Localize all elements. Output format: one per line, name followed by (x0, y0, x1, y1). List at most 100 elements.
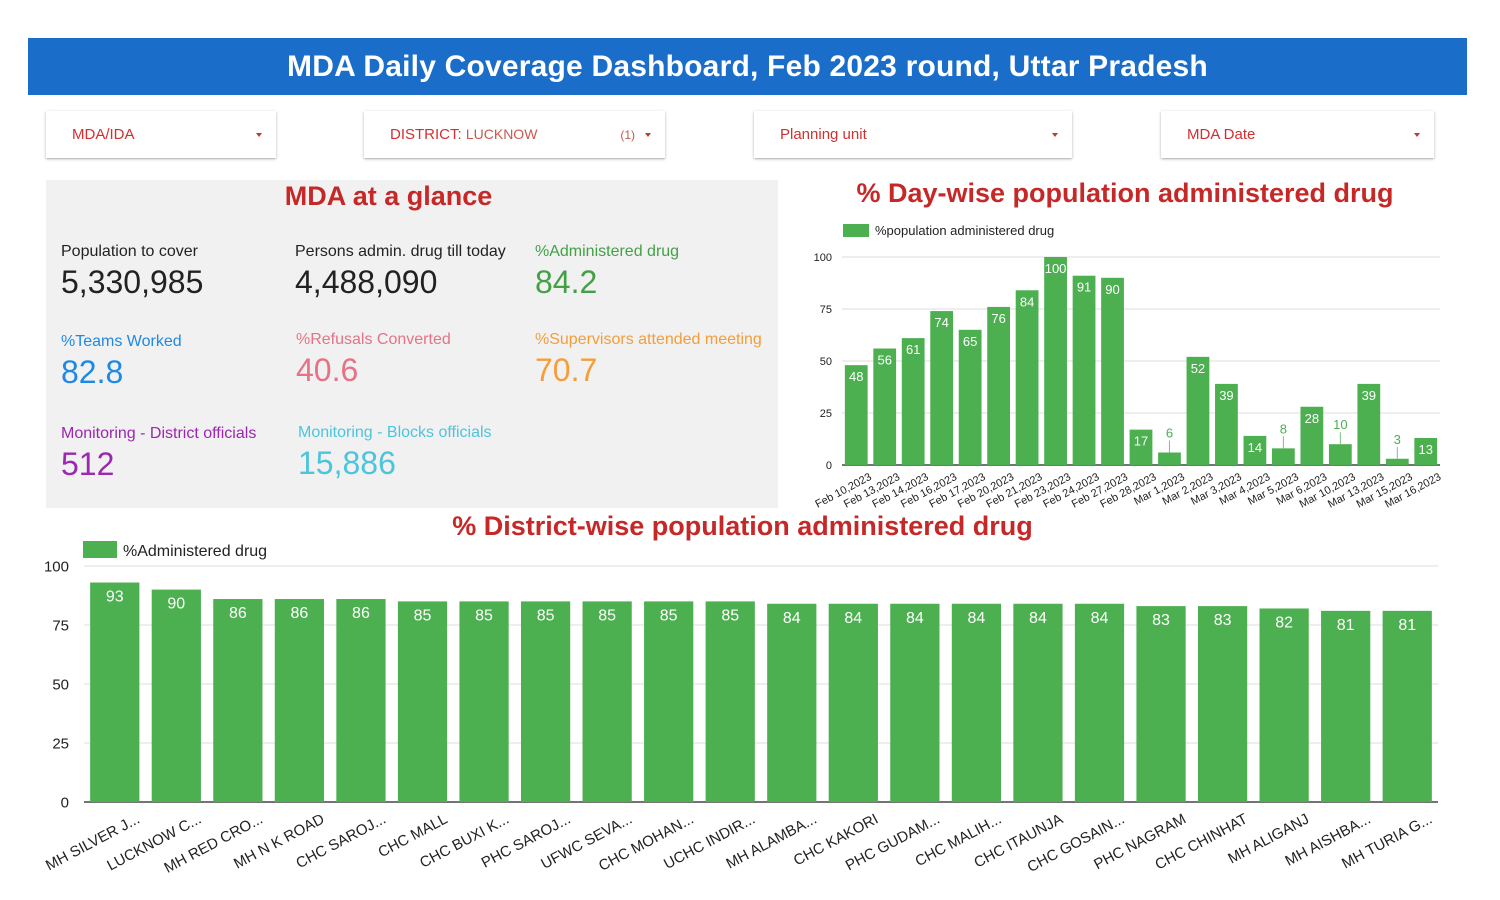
district-filter-value: LUCKNOW (465, 126, 538, 142)
bar-value-label: 81 (1337, 617, 1355, 634)
bar-value-label: 84 (1091, 610, 1109, 627)
bar (987, 306, 1011, 465)
kpi-label: %Teams Worked (61, 333, 182, 350)
district-filter-dropdown[interactable]: DISTRICT: LUCKNOW (1) (364, 111, 665, 158)
bar (844, 365, 868, 465)
bar (336, 599, 386, 802)
bar (397, 601, 448, 802)
chevron-down-icon (645, 132, 651, 137)
bar (582, 601, 632, 802)
bar-value-label: 84 (844, 610, 862, 627)
kpi-population-to-cover: Population to cover 5,330,985 (61, 242, 203, 302)
kpi-monitoring-district-officials: Monitoring - District officials 512 (61, 424, 256, 484)
bar (1215, 383, 1238, 465)
bar-value-label: 90 (1105, 282, 1119, 297)
legend-swatch (83, 541, 117, 558)
planning-unit-filter-dropdown[interactable]: Planning unit (754, 111, 1072, 158)
chevron-down-icon (1414, 132, 1420, 137)
bar-value-label: 28 (1305, 411, 1319, 426)
bar (1328, 444, 1352, 465)
bar (1101, 277, 1124, 465)
bar (274, 599, 325, 802)
bar-value-label: 84 (906, 610, 924, 627)
bar-value-label: 100 (1045, 261, 1067, 276)
bar (1243, 435, 1267, 465)
kpi-value: 15,886 (298, 445, 396, 481)
district-filter-count: (1) (620, 127, 635, 142)
glance-title: MDA at a glance (284, 181, 493, 211)
bar (828, 603, 878, 802)
bar (644, 601, 694, 802)
bar (901, 338, 925, 465)
bar-value-label: 81 (1398, 617, 1416, 634)
y-tick-label: 0 (61, 794, 69, 811)
chevron-down-icon (1052, 132, 1058, 137)
legend-label: %Administered drug (123, 543, 267, 560)
bar-value-label: 14 (1248, 440, 1262, 455)
bar (767, 603, 817, 802)
legend: %population administered drug (843, 223, 1054, 238)
bar-value-label: 39 (1362, 388, 1376, 403)
kpi-label: Persons admin. drug till today (295, 243, 506, 260)
legend-swatch (843, 224, 869, 237)
bar (1414, 437, 1438, 465)
daywise-bar-chart: %population administered drug 0 25 50 75 100 4… (813, 223, 1443, 511)
bar (951, 603, 1002, 802)
mda-date-filter-dropdown[interactable]: MDA Date (1161, 111, 1434, 158)
kpi-label: %Supervisors attended meeting (535, 331, 762, 348)
bar-value-label: 3 (1394, 432, 1401, 447)
bar-value-label: 83 (1152, 612, 1170, 629)
bar-value-label: 76 (991, 311, 1005, 326)
y-tick-label: 100 (814, 252, 832, 264)
bar-value-label: 93 (106, 589, 124, 606)
bar (1044, 257, 1067, 465)
bar (90, 582, 140, 802)
bar (1300, 406, 1324, 465)
bar-value-label: 82 (1275, 614, 1293, 631)
bar-value-label: 84 (968, 610, 986, 627)
y-tick-label: 75 (52, 617, 69, 634)
y-tick-label: 25 (52, 735, 69, 752)
bar (151, 589, 201, 802)
bar (1136, 606, 1186, 802)
mda-at-a-glance-panel: MDA at a glance Population to cover 5,33… (46, 180, 778, 508)
bar-value-label: 39 (1219, 388, 1233, 403)
bar-value-label: 86 (229, 605, 247, 622)
daywise-chart-title: % Day-wise population administered drug (856, 178, 1394, 208)
bar-value-label: 65 (963, 334, 977, 349)
y-tick-label: 100 (44, 558, 69, 575)
y-tick-label: 75 (820, 304, 832, 316)
bar-value-label: 10 (1333, 417, 1347, 432)
bar (459, 601, 509, 802)
bar-value-label: 91 (1077, 280, 1091, 295)
kpi-value: 82.8 (61, 354, 124, 390)
chevron-down-icon (256, 132, 262, 137)
kpi-label: %Administered drug (535, 243, 680, 260)
bar (1271, 448, 1295, 465)
bar-value-label: 84 (1029, 610, 1047, 627)
bar (1385, 458, 1409, 465)
bar-value-label: 84 (1020, 294, 1034, 309)
bar (1129, 429, 1153, 465)
bar (1186, 356, 1210, 465)
bar-value-label: 17 (1134, 434, 1148, 449)
bar-value-label: 86 (291, 605, 309, 622)
districtwise-chart-title: % District-wise population administered … (452, 511, 1033, 541)
y-tick-label: 0 (826, 460, 832, 472)
kpi-value: 5,330,985 (61, 264, 204, 300)
district-filter-label: DISTRICT: (390, 126, 462, 143)
kpi-administered-drug: %Administered drug 84.2 (535, 242, 679, 302)
kpi-label: Monitoring - District officials (61, 425, 257, 442)
bar-value-label: 85 (414, 607, 432, 624)
bar-value-label: 85 (475, 607, 493, 624)
dashboard-title: MDA Daily Coverage Dashboard, Feb 2023 r… (287, 49, 1208, 83)
kpi-value: 40.6 (296, 352, 359, 388)
bar-value-label: 74 (934, 315, 948, 330)
kpi-refusals-converted: %Refusals Converted 40.6 (296, 330, 451, 390)
bar (873, 348, 897, 465)
mda-filter-dropdown[interactable]: MDA/IDA (46, 111, 276, 158)
kpi-label: %Refusals Converted (296, 331, 451, 348)
bar-value-label: 61 (906, 342, 920, 357)
bar-value-label: 52 (1191, 361, 1205, 376)
bar (1015, 290, 1039, 465)
